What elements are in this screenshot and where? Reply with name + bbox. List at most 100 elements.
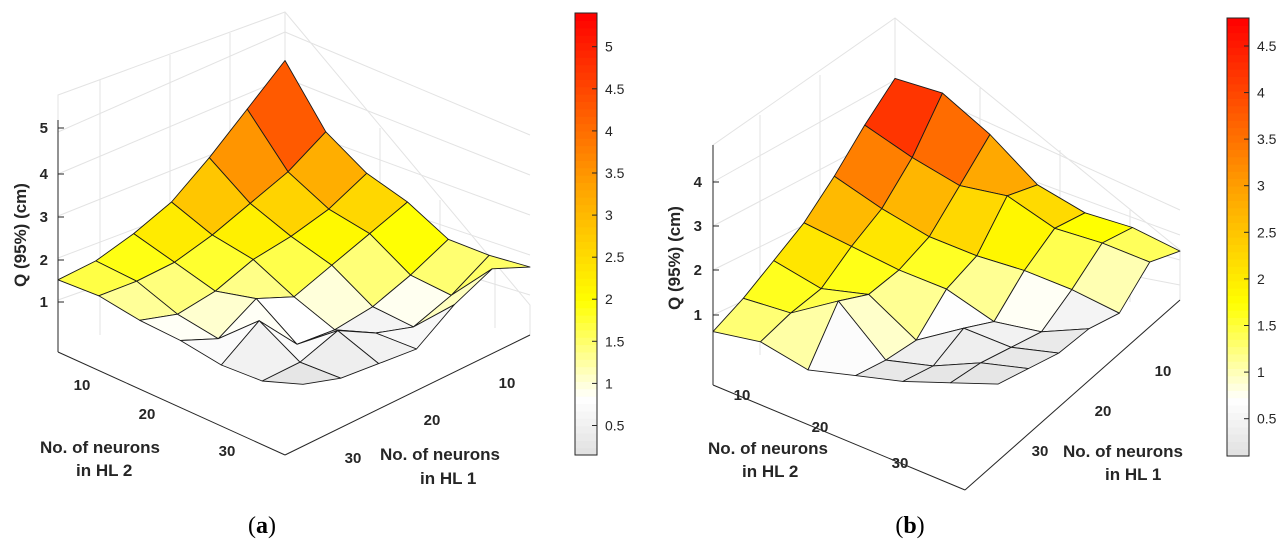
colorbar-band (1227, 302, 1249, 311)
z-tick: 1 (694, 307, 702, 324)
y-tick: 20 (1095, 403, 1112, 420)
colorbar-band (575, 270, 597, 279)
y-tick: 10 (499, 375, 516, 392)
surface-patch (261, 361, 342, 385)
colorbar-band (1227, 412, 1249, 421)
colorbar-band (575, 359, 597, 368)
colorbar-frame (574, 12, 598, 456)
colorbar-band (1227, 185, 1249, 194)
colorbar-band (575, 86, 597, 95)
x-tick: 20 (812, 419, 829, 436)
colorbar-tick-label: 2 (1257, 271, 1265, 287)
colorbar-band (575, 432, 597, 441)
x-tick: 30 (219, 443, 236, 460)
colorbar-band (1227, 310, 1249, 318)
colorbar-band (1227, 127, 1249, 136)
colorbar-band (575, 79, 597, 88)
colorbar-band (575, 278, 597, 287)
colorbar-band (575, 138, 597, 147)
colorbar-band (575, 410, 597, 419)
colorbar-band (575, 123, 597, 132)
colorbar-band (575, 204, 597, 213)
panel-a-surface (57, 60, 531, 385)
colorbar-band (575, 57, 597, 66)
colorbar-band (575, 94, 597, 102)
colorbar-band (575, 197, 597, 206)
colorbar-band (575, 366, 597, 375)
z-axis-label: Q (95%) (cm) (11, 183, 30, 287)
colorbar-band (1227, 397, 1249, 406)
colorbar-band (1227, 193, 1249, 202)
colorbar-band (1227, 288, 1249, 296)
colorbar-band (575, 182, 597, 191)
colorbar-band (575, 116, 597, 125)
colorbar-tick-label: 2.5 (605, 249, 625, 265)
x-tick: 10 (74, 377, 91, 394)
colorbar-band (1227, 61, 1249, 70)
colorbar-band (1227, 434, 1249, 442)
colorbar-band (575, 20, 597, 29)
colorbar-band (1227, 419, 1249, 428)
x-tick: 10 (734, 387, 751, 404)
colorbar-band (575, 211, 597, 220)
colorbar-band (1227, 25, 1249, 34)
x-axis-label-line2: in HL 2 (742, 462, 798, 481)
z-tick: 4 (40, 166, 49, 183)
colorbar-band (575, 418, 597, 427)
colorbar-band (575, 440, 597, 449)
colorbar-band (575, 322, 597, 331)
colorbar-band (575, 373, 597, 382)
colorbar-band (575, 175, 597, 184)
colorbar-band (575, 241, 597, 250)
colorbar-band (1227, 448, 1249, 457)
colorbar-band (1227, 178, 1249, 187)
colorbar-band (1227, 331, 1249, 340)
colorbar-band (575, 35, 597, 44)
colorbar-band (575, 13, 597, 21)
colorbar-tick-label: 3.5 (605, 165, 625, 181)
colorbar-band (575, 42, 597, 51)
colorbar-band (575, 388, 597, 397)
colorbar-band (1227, 258, 1249, 267)
colorbar-band (1227, 91, 1249, 99)
colorbar-band (575, 248, 597, 257)
colorbar-band (1227, 346, 1249, 355)
colorbar-tick-label: 4.5 (1257, 38, 1277, 54)
colorbar-band (575, 329, 597, 338)
y-tick: 30 (1032, 443, 1049, 460)
colorbar-band (1227, 368, 1249, 377)
colorbar-band (575, 160, 597, 169)
colorbar-band (575, 101, 597, 110)
z-tick: 4 (694, 174, 703, 191)
colorbar-band (575, 307, 597, 316)
colorbar-band (575, 219, 597, 228)
colorbar-band (575, 351, 597, 360)
colorbar-band (575, 285, 597, 294)
y-axis-label-line1: No. of neurons (380, 445, 500, 464)
colorbar-band (1227, 339, 1249, 348)
y-axis-label-line2: in HL 1 (420, 469, 476, 488)
colorbar-tick-label: 2 (605, 291, 613, 307)
colorbar-band (1227, 120, 1249, 129)
colorbar-band (575, 256, 597, 265)
colorbar-tick-label: 1.5 (1257, 318, 1277, 334)
colorbar-band (1227, 295, 1249, 304)
colorbar-tick-label: 0.5 (1257, 411, 1277, 427)
colorbar-band (1227, 441, 1249, 450)
panel-a-axes: 1 2 3 4 5 Q (95%) (cm) 10 20 30 No. of n… (11, 120, 531, 488)
z-tick: 2 (694, 262, 702, 279)
colorbar-tick-label: 2.5 (1257, 224, 1277, 240)
panel-a-label: (a) (248, 513, 276, 539)
y-tick: 20 (424, 412, 441, 429)
panel-a: 1 2 3 4 5 Q (95%) (cm) 10 20 30 No. of n… (11, 11, 625, 539)
colorbar-band (575, 130, 597, 139)
colorbar-band (1227, 47, 1249, 56)
colorbar-tick-label: 1.5 (605, 333, 625, 349)
colorbar-band (1227, 361, 1249, 369)
colorbar-band (575, 49, 597, 58)
colorbar-band (1227, 54, 1249, 63)
panel-b-colorbar: 0.5 1 1.5 2 2.5 3 3.5 4 4.5 (1226, 17, 1277, 457)
panel-a-colorbar: 0.5 1 1.5 2 2.5 3 3.5 4 4.5 5 (574, 12, 625, 456)
colorbar-band (1227, 317, 1249, 326)
